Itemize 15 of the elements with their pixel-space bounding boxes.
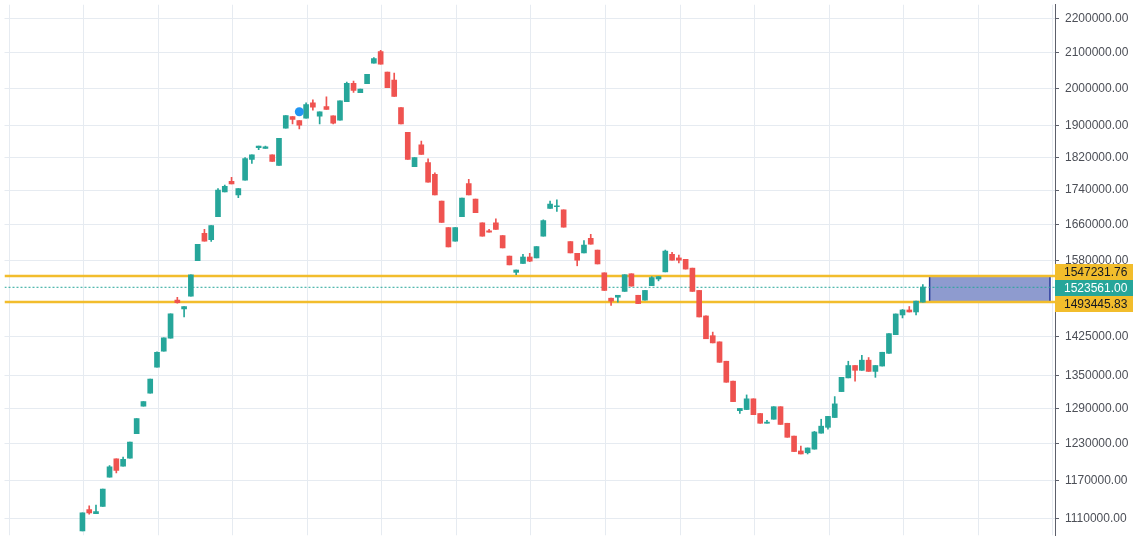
y-tick-label: 1425000.00 (1065, 328, 1129, 343)
y-tick-label: 1230000.00 (1065, 436, 1129, 451)
y-tick-label: 2100000.00 (1065, 44, 1129, 59)
y-tick-label: 1170000.00 (1065, 472, 1128, 487)
y-tick-label: 1900000.00 (1065, 118, 1129, 133)
y-tick-label: 1740000.00 (1065, 182, 1129, 197)
y-tick-label: 1290000.00 (1065, 401, 1129, 416)
ref-line-label: 1523561.00 (1064, 280, 1128, 295)
y-tick-label: 1350000.00 (1065, 368, 1129, 383)
ref-line-label: 1493445.83 (1064, 296, 1128, 311)
y-tick-label: 1110000.00 (1065, 511, 1127, 526)
y-tick-label: 1820000.00 (1065, 149, 1129, 164)
y-tick-label: 2000000.00 (1065, 80, 1129, 95)
y-tick-label: 1660000.00 (1065, 216, 1129, 231)
y-tick-label: 2200000.00 (1065, 10, 1129, 25)
